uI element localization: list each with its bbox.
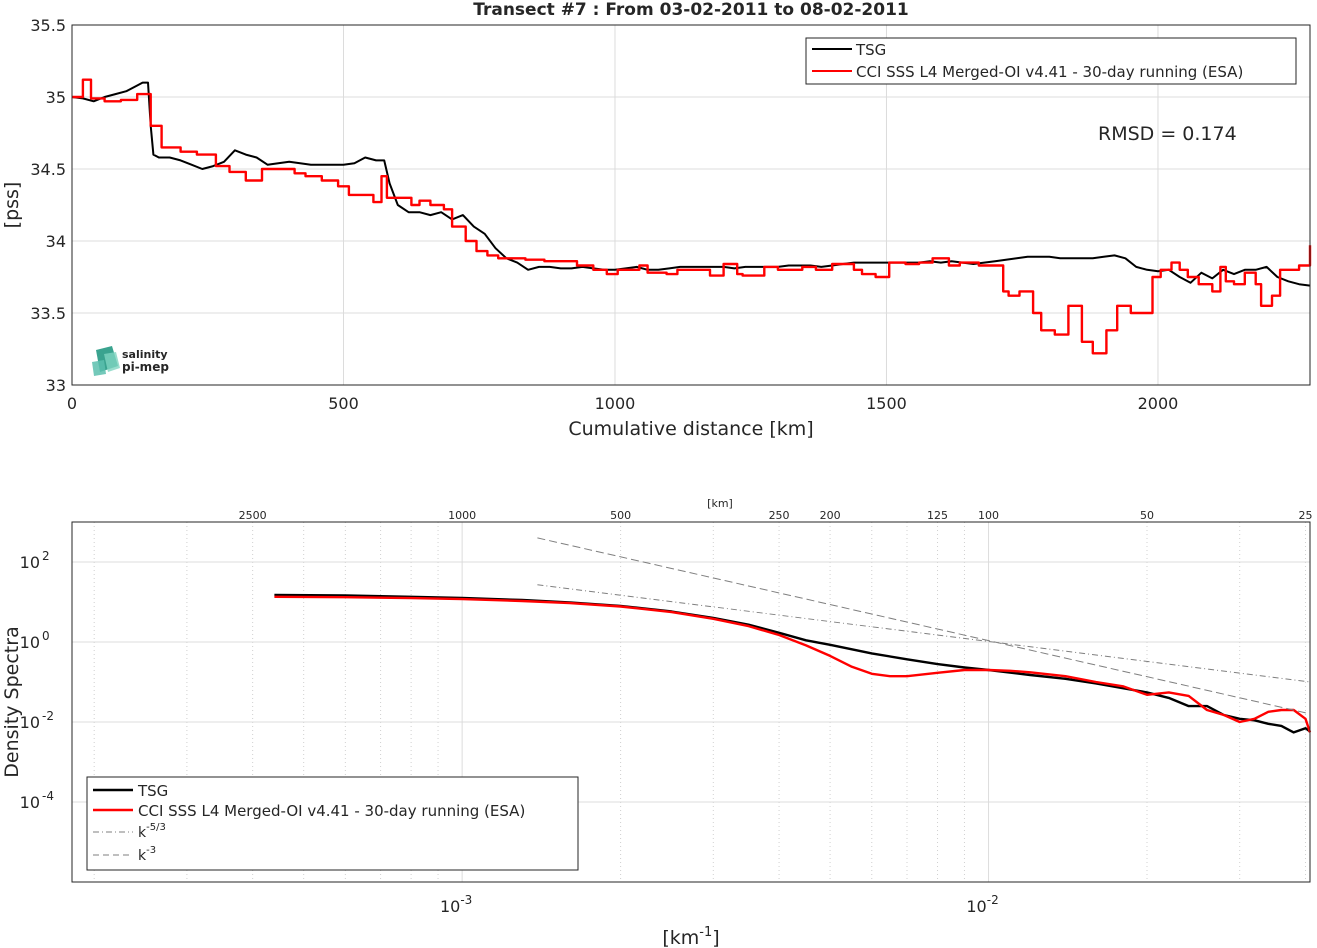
top-x-tick-label: 500 [328, 394, 359, 413]
bottom-y-tick-label: 10 -2 [20, 709, 54, 732]
top-y-tick-label: 34.5 [30, 160, 66, 179]
bottom-top-km-tick-label: 125 [927, 509, 948, 522]
bottom-y-tick-label: 10 -4 [20, 789, 54, 812]
bottom-legend: TSG CCI SSS L4 Merged-OI v4.41 - 30-day … [86, 776, 579, 871]
top-y-tick-label: 35.5 [30, 16, 66, 35]
bottom-top-km-tick-label: 100 [978, 509, 999, 522]
top-x-tick-label: 1000 [595, 394, 636, 413]
logo-icon [92, 346, 120, 376]
bottom-series-line-tsg [274, 593, 1311, 734]
bottom-top-km-tick-label: 50 [1140, 509, 1154, 522]
top-legend-label-tsg: TSG [855, 41, 886, 59]
bottom-grid [72, 522, 1310, 882]
rmsd-annotation: RMSD = 0.174 [1098, 123, 1237, 145]
bottom-x-axis-label: [km-1] [662, 925, 719, 948]
bottom-legend-box [86, 776, 579, 871]
bottom-series-line-k3 [537, 537, 1311, 715]
top-series-line-tsg [71, 81, 1311, 287]
bottom-legend-label-tsg: TSG [137, 782, 168, 800]
top-y-axis-label: [pss] [1, 182, 23, 229]
top-x-axis-label: Cumulative distance [km] [568, 418, 813, 440]
logo-text-line1: salinity [122, 348, 168, 361]
bottom-top-km-tick-label: 250 [769, 509, 790, 522]
bottom-series [274, 537, 1312, 734]
bottom-top-km-tick-label: 500 [610, 509, 631, 522]
top-chart-title: Transect #7 : From 03-02-2011 to 08-02-2… [473, 0, 909, 20]
top-x-tick-label: 1500 [866, 394, 907, 413]
top-tick-labels: 0 500 1000 1500 2000 33 33.5 34 34.5 35 35.5 [30, 16, 1178, 413]
bottom-series-line-cci [274, 595, 1312, 733]
top-series [71, 78, 1312, 355]
top-series-line-cci [72, 78, 1312, 355]
top-y-tick-label: 35 [46, 88, 66, 107]
top-legend-box [805, 37, 1297, 85]
bottom-top-km-tick-label: 2500 [239, 509, 267, 522]
top-y-tick-label: 33 [46, 376, 66, 395]
bottom-legend-label-cci: CCI SSS L4 Merged-OI v4.41 - 30-day runn… [138, 802, 525, 820]
bottom-y-axis-label: Density Spectra [1, 626, 23, 777]
bottom-top-km-tick-label: 1000 [448, 509, 476, 522]
top-y-tick-label: 33.5 [30, 304, 66, 323]
bottom-top-axis-label: [km] [707, 497, 733, 510]
top-chart: Transect #7 : From 03-02-2011 to 08-02-2… [1, 0, 1312, 440]
bottom-y-tick-label: 10 0 [20, 629, 50, 652]
bottom-x-tick-label: 10-3 [440, 893, 472, 916]
bottom-series-line-k53 [537, 584, 1311, 683]
top-x-tick-label: 2000 [1138, 394, 1179, 413]
top-x-tick-label: 0 [67, 394, 77, 413]
bottom-y-tick-label: 10 2 [20, 549, 50, 572]
bottom-x-tick-label: 10-2 [966, 893, 998, 916]
top-legend: TSG CCI SSS L4 Merged-OI v4.41 - 30-day … [805, 37, 1297, 85]
bottom-top-km-tick-label: 25 [1298, 509, 1312, 522]
bottom-plot-frame [71, 521, 1311, 883]
top-plot-frame [71, 24, 1311, 386]
logo-text-line2: pi-mep [122, 360, 169, 374]
bottom-top-km-tick-label: 200 [820, 509, 841, 522]
top-y-tick-label: 34 [46, 232, 66, 251]
top-legend-label-cci: CCI SSS L4 Merged-OI v4.41 - 30-day runn… [856, 63, 1243, 81]
salinity-pimep-logo: salinity pi-mep [92, 346, 169, 376]
